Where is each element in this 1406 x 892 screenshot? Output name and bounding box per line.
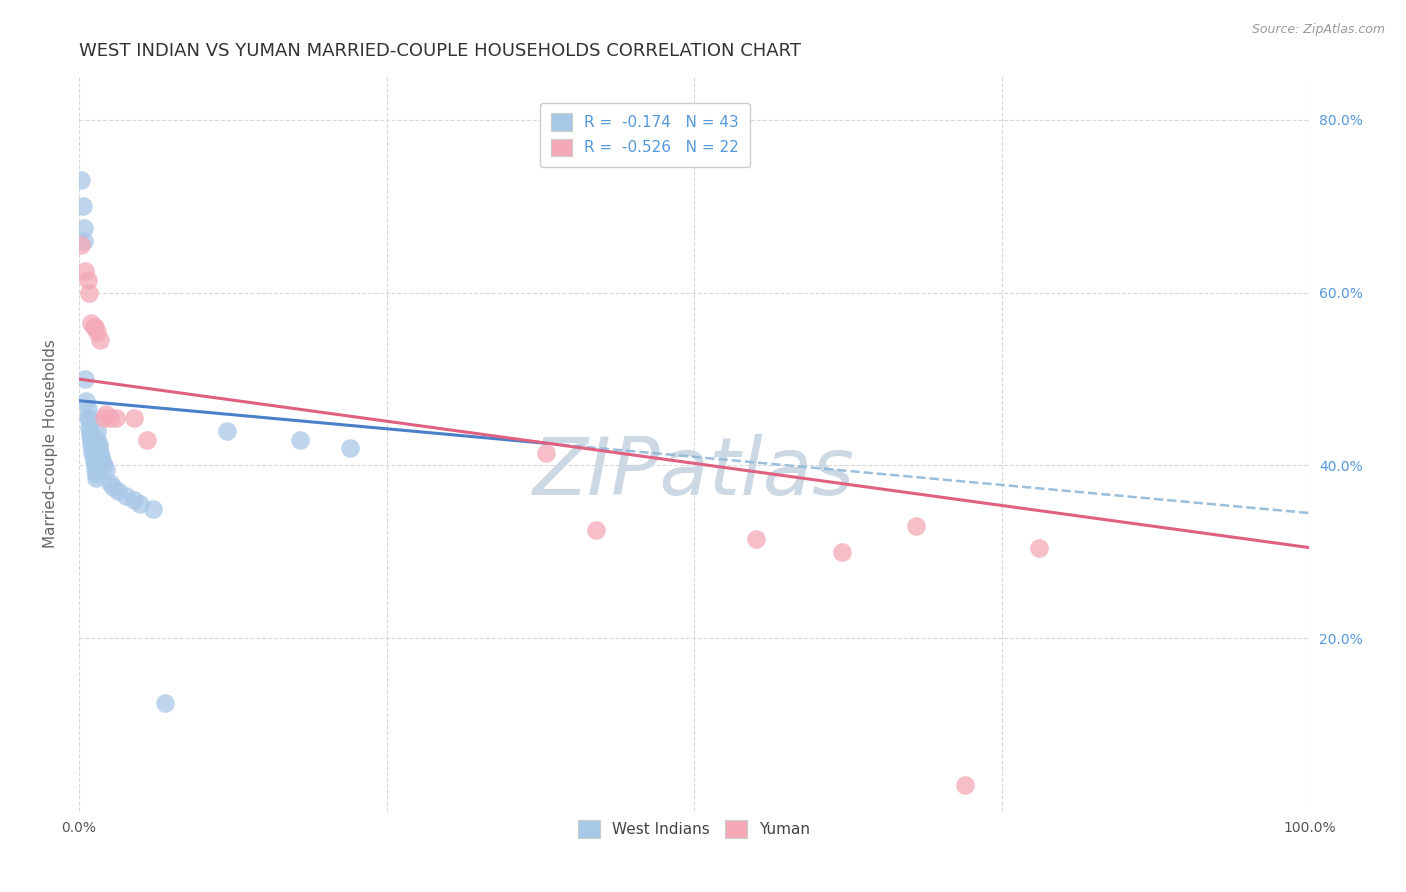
Point bbox=[83, 454, 105, 468]
Point bbox=[80, 433, 103, 447]
Point bbox=[75, 264, 97, 278]
Point bbox=[135, 433, 157, 447]
Point bbox=[84, 467, 107, 482]
Point bbox=[80, 428, 103, 442]
Point bbox=[93, 411, 115, 425]
Point bbox=[79, 424, 101, 438]
Point bbox=[86, 325, 108, 339]
Point bbox=[290, 433, 312, 447]
Point bbox=[98, 475, 121, 490]
Point bbox=[86, 433, 108, 447]
Point bbox=[94, 463, 117, 477]
Point bbox=[98, 411, 121, 425]
Point bbox=[76, 402, 98, 417]
Point bbox=[82, 445, 104, 459]
Point bbox=[215, 424, 238, 438]
Point bbox=[82, 441, 104, 455]
Point bbox=[104, 411, 127, 425]
Point bbox=[80, 316, 103, 330]
Point bbox=[124, 493, 146, 508]
Point bbox=[89, 333, 111, 347]
Point bbox=[80, 437, 103, 451]
Point bbox=[114, 489, 136, 503]
Point bbox=[1028, 541, 1050, 555]
Point bbox=[339, 441, 361, 455]
Point bbox=[744, 532, 766, 546]
Point bbox=[76, 273, 98, 287]
Point bbox=[91, 454, 114, 468]
Point bbox=[87, 437, 110, 451]
Point bbox=[84, 471, 107, 485]
Point bbox=[83, 450, 105, 464]
Point bbox=[142, 501, 165, 516]
Point bbox=[86, 424, 108, 438]
Point bbox=[831, 545, 853, 559]
Point bbox=[93, 458, 115, 473]
Point bbox=[84, 458, 107, 473]
Y-axis label: Married-couple Households: Married-couple Households bbox=[44, 340, 58, 549]
Point bbox=[536, 445, 558, 459]
Point bbox=[75, 372, 97, 386]
Text: Source: ZipAtlas.com: Source: ZipAtlas.com bbox=[1251, 23, 1385, 37]
Point bbox=[84, 463, 107, 477]
Point bbox=[72, 199, 94, 213]
Point bbox=[103, 480, 125, 494]
Point bbox=[124, 411, 146, 425]
Point bbox=[73, 220, 96, 235]
Text: ZIPatlas: ZIPatlas bbox=[533, 434, 855, 512]
Point bbox=[904, 519, 927, 533]
Point bbox=[83, 320, 105, 334]
Point bbox=[953, 778, 976, 792]
Point bbox=[87, 441, 110, 455]
Point bbox=[76, 411, 98, 425]
Point bbox=[84, 320, 107, 334]
Point bbox=[153, 696, 176, 710]
Point bbox=[94, 407, 117, 421]
Point bbox=[107, 484, 129, 499]
Point bbox=[77, 419, 100, 434]
Point bbox=[73, 234, 96, 248]
Point bbox=[77, 285, 100, 300]
Point bbox=[585, 524, 607, 538]
Point bbox=[90, 450, 112, 464]
Point bbox=[75, 393, 97, 408]
Text: WEST INDIAN VS YUMAN MARRIED-COUPLE HOUSEHOLDS CORRELATION CHART: WEST INDIAN VS YUMAN MARRIED-COUPLE HOUS… bbox=[79, 42, 801, 60]
Point bbox=[70, 238, 93, 252]
Point bbox=[77, 411, 100, 425]
Point bbox=[129, 497, 152, 511]
Point bbox=[79, 428, 101, 442]
Point bbox=[89, 445, 111, 459]
Point bbox=[70, 173, 93, 187]
Legend: West Indians, Yuman: West Indians, Yuman bbox=[572, 814, 815, 844]
